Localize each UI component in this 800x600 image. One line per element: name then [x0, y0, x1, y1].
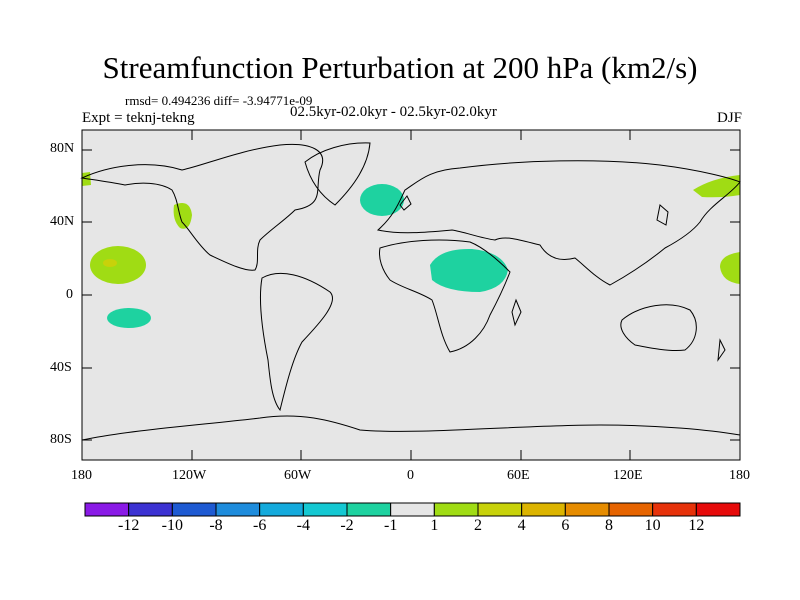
coastlines — [80, 142, 741, 441]
colorbar-label: 8 — [605, 517, 613, 534]
colorbar-label: -2 — [340, 517, 354, 534]
colorbar-label: 4 — [517, 517, 526, 534]
experiment-label: Expt = teknj-tekng — [82, 110, 195, 126]
coast-greenland — [304, 142, 371, 206]
colorbar-label: 10 — [644, 517, 661, 534]
coast-uk — [399, 195, 412, 211]
map-title: Streamfunction Perturbation at 200 hPa (… — [102, 50, 698, 85]
lon-label-180w: 180 — [71, 468, 92, 483]
anomaly-pacific-peak — [103, 259, 117, 267]
colorbar-label: -12 — [117, 517, 140, 534]
anomaly-atlantic-negative — [360, 184, 404, 216]
anomaly-east-pacific-positive — [720, 252, 740, 284]
coast-eurasia — [376, 160, 741, 286]
coast-japan — [656, 204, 669, 226]
colorbar-box — [695, 502, 741, 517]
lon-label-120e: 120E — [613, 468, 643, 483]
colorbar-box — [390, 502, 435, 517]
coast-madagascar — [511, 298, 522, 327]
colorbar-label: -1 — [383, 517, 398, 534]
anomaly-north-pacific-positive — [693, 175, 740, 198]
colorbar-box — [433, 502, 479, 517]
colorbar-label: -6 — [252, 517, 267, 534]
lon-label-60w: 60W — [284, 468, 312, 483]
colorbar-label: 6 — [561, 517, 570, 534]
stats-text: rmsd= 0.494236 diff= -3.94771e-09 — [125, 93, 313, 108]
colorbar-label: -10 — [161, 517, 183, 534]
colorbar-box — [477, 502, 523, 517]
coast-antarctica — [81, 415, 741, 441]
lat-ticks — [82, 149, 740, 441]
lon-ticks — [81, 130, 741, 460]
colorbar-box — [259, 502, 304, 517]
lat-label-40n: 40N — [50, 214, 75, 229]
colorbar-box — [521, 502, 566, 517]
lat-label-80s: 80S — [50, 432, 72, 447]
lat-label-80n: 80N — [50, 141, 75, 156]
colorbar-box — [84, 502, 130, 517]
lat-label-40s: 40S — [50, 360, 72, 375]
colorbar — [84, 502, 741, 517]
colorbar-box — [128, 502, 173, 517]
colorbar-box — [215, 502, 261, 517]
colorbar-label: 12 — [688, 517, 705, 534]
colorbar-label: -8 — [209, 517, 223, 534]
colorbar-box — [564, 502, 610, 517]
lon-label-120w: 120W — [172, 468, 207, 483]
coast-north-america — [80, 143, 323, 271]
lon-label-180e: 180 — [729, 468, 750, 483]
colorbar-label: 2 — [474, 517, 482, 534]
period-label: 02.5kyr-02.0kyr - 02.5kyr-02.0kyr — [290, 104, 497, 120]
colorbar-box — [346, 502, 392, 517]
coast-south-america — [259, 272, 333, 412]
colorbar-box — [302, 502, 348, 517]
colorbar-box — [652, 502, 697, 517]
colorbar-label: -4 — [296, 517, 310, 534]
anomaly-africa-negative — [430, 248, 508, 292]
coast-new-zealand — [717, 338, 726, 362]
coast-australia — [620, 304, 697, 351]
colorbar-label: 1 — [430, 517, 439, 534]
coast-africa — [379, 239, 511, 353]
map-background — [82, 130, 740, 460]
anomaly-pacific-positive — [90, 246, 146, 284]
colorbar-box — [608, 502, 654, 517]
anomaly-regions — [82, 172, 740, 328]
lon-label-60e: 60E — [507, 468, 530, 483]
lat-label-0: 0 — [66, 287, 73, 302]
colorbar-box — [171, 502, 217, 517]
anomaly-south-pacific-negative — [107, 308, 151, 328]
lon-label-0: 0 — [407, 468, 414, 483]
season-label: DJF — [716, 110, 742, 126]
